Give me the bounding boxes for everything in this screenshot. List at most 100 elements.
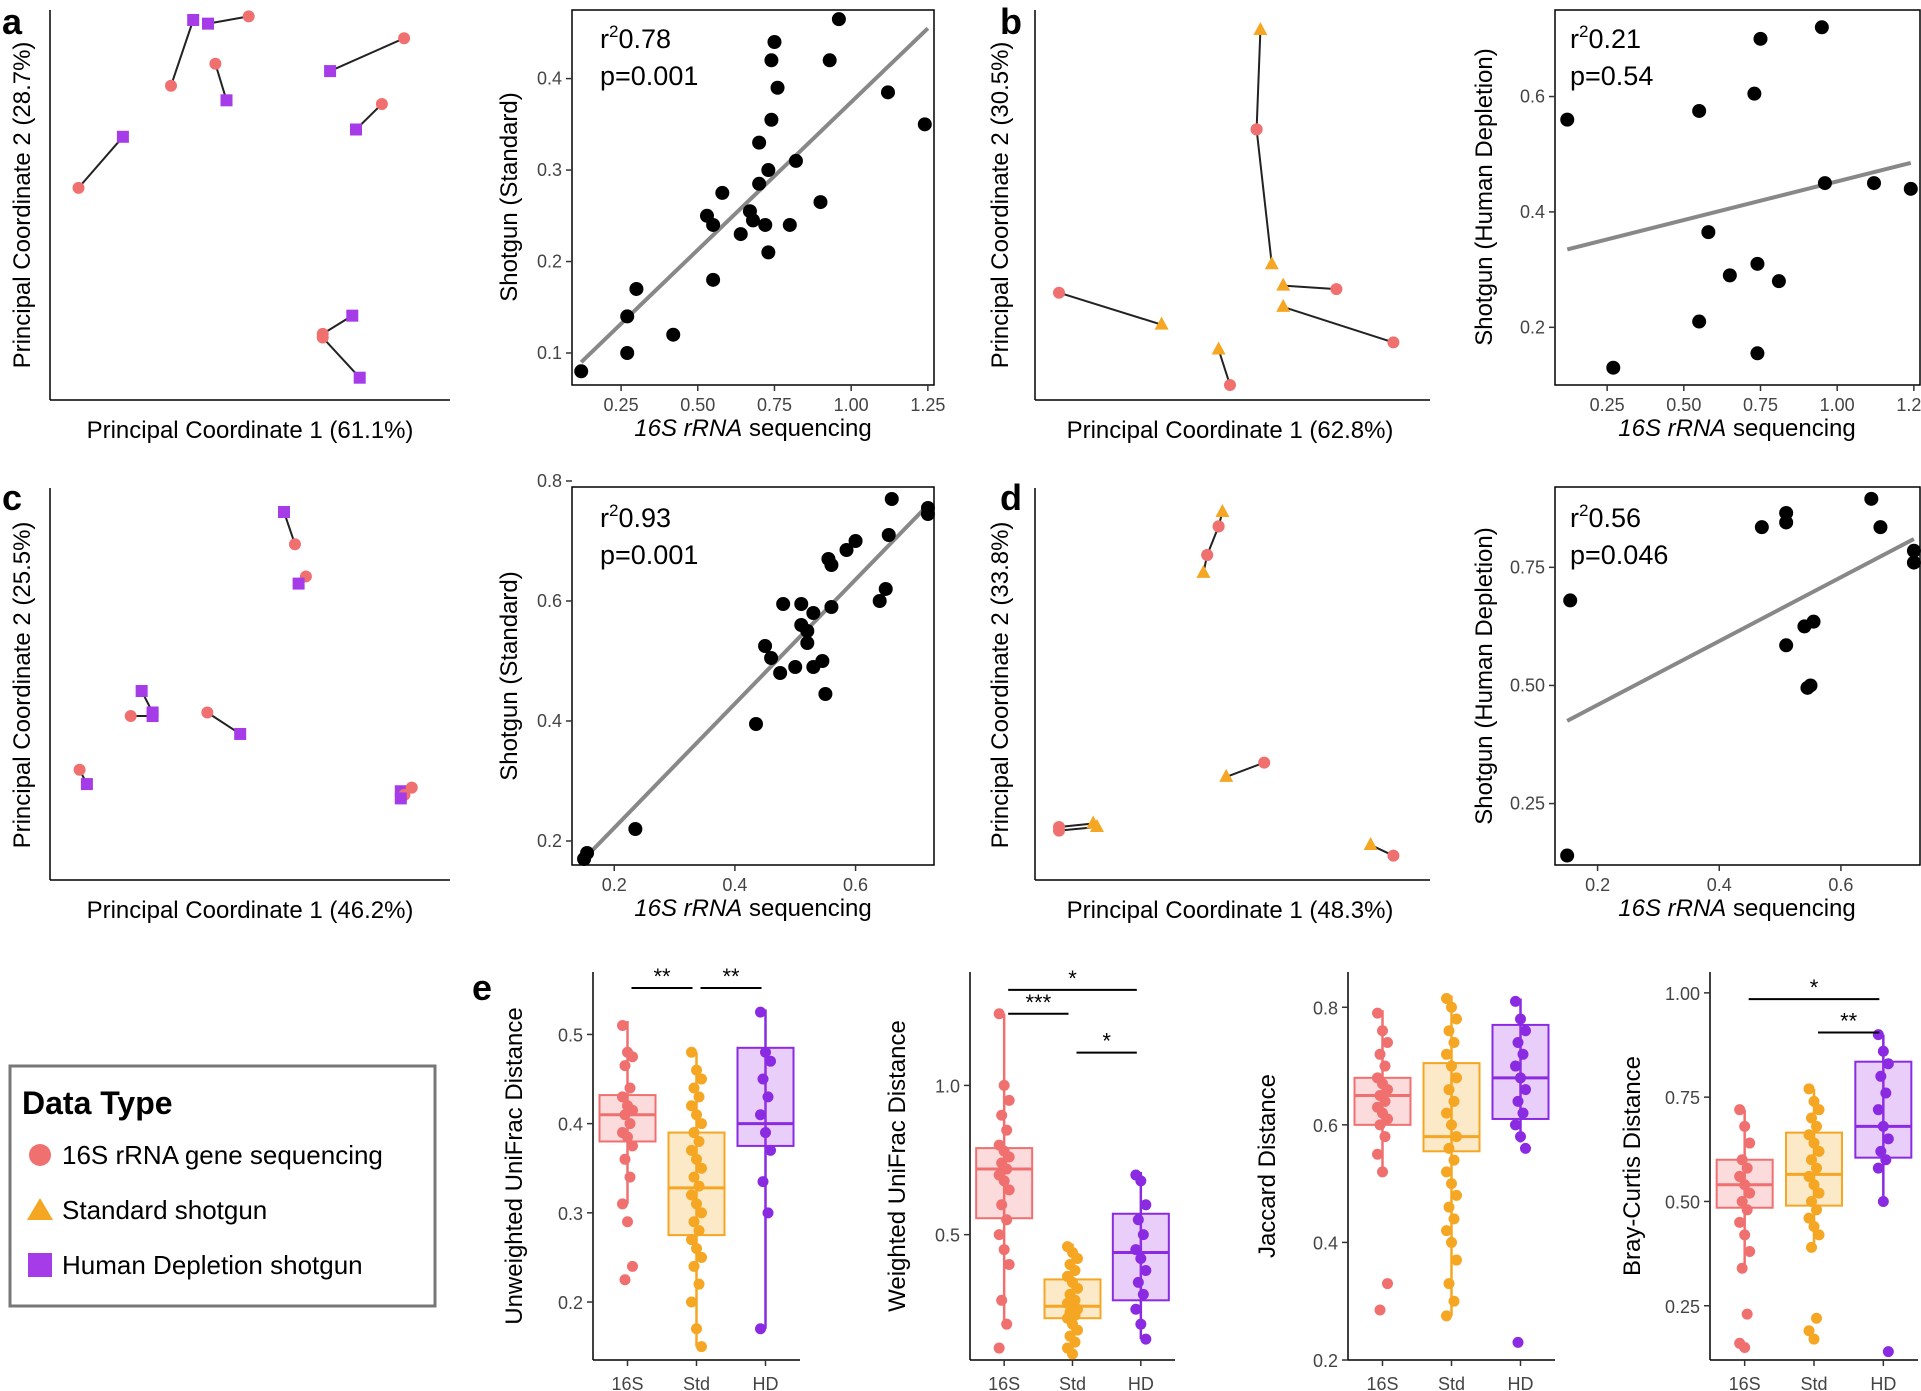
- e_unweighted-point-1-13: [688, 1171, 700, 1183]
- b_reg-point-14: [1903, 181, 1918, 196]
- reg-a-xlabel: 16S rRNA sequencing: [634, 415, 871, 442]
- a_pcoa-pair-7-to-square: [353, 371, 366, 384]
- e_unweighted-point-2-0: [755, 1006, 766, 1018]
- e_weighted-point-2-6: [1135, 1253, 1147, 1265]
- pcoa-c: Principal Coordinate 1 (46.2%) Principal…: [9, 488, 450, 924]
- a_pcoa-pair-3-from-circle: [209, 57, 222, 70]
- e_jaccard-point-2-11: [1515, 1131, 1526, 1143]
- reg-d-xlabel: 16S rRNA sequencing: [1618, 895, 1855, 922]
- e_jaccard-point-0-15: [1372, 1148, 1383, 1160]
- b_pcoa-pair-line-4: [1283, 284, 1337, 291]
- e_weighted-point-1-21: [1067, 1348, 1078, 1360]
- c_pcoa-pair-7-to-square: [394, 792, 407, 805]
- e_unweighted-point-0-3: [619, 1060, 631, 1072]
- e_unweighted-point-0-15: [617, 1198, 628, 1210]
- c_reg-point-25: [884, 492, 899, 506]
- e_unweighted-sig-label-1: **: [722, 964, 740, 989]
- c_reg-point-8: [788, 660, 803, 674]
- e_jaccard-point-1-0: [1441, 992, 1452, 1004]
- e_unweighted-point-0-12: [627, 1140, 638, 1152]
- d_reg-xtick-label-1: 0.4: [1707, 875, 1732, 895]
- e_bray-point-2-5: [1872, 1104, 1884, 1116]
- e_bray-point-0-7: [1744, 1187, 1756, 1199]
- e_weighted-point-2-9: [1137, 1288, 1149, 1300]
- a_pcoa-pair-4-from-square: [324, 65, 337, 78]
- a_reg-xtick-label-4: 1.25: [910, 395, 945, 415]
- e_bray-point-2-7: [1882, 1133, 1894, 1145]
- c_reg-point-12: [800, 624, 815, 638]
- e_unweighted-point-1-15: [686, 1189, 697, 1201]
- e_unweighted-point-2-1: [760, 1046, 771, 1058]
- b_pcoa-pair-line-1: [1255, 129, 1273, 265]
- e_unweighted-point-2-9: [762, 1207, 774, 1219]
- d_pcoa-pair-2-from-circle: [1201, 548, 1214, 561]
- d_reg-point-4: [1779, 515, 1794, 530]
- pcoa-a-ylabel: Principal Coordinate 2 (28.7%): [9, 42, 36, 369]
- reg-b-r2: r20.21: [1570, 22, 1641, 54]
- e_jaccard-point-2-2: [1520, 1025, 1531, 1037]
- legend-circle-icon: [29, 1144, 51, 1166]
- a_pcoa-pair-6-to-square: [346, 309, 359, 322]
- e_unweighted-point-0-11: [622, 1131, 633, 1143]
- e_jaccard-point-2-3: [1512, 1037, 1524, 1049]
- pcoa-b-ylabel: Principal Coordinate 2 (30.5%): [987, 42, 1014, 369]
- c_reg-point-24: [881, 528, 896, 542]
- d_pcoa-pair-6-from-triangle: [1363, 836, 1378, 850]
- e_unweighted-point-0-0: [617, 1020, 628, 1032]
- e_jaccard-ytick-label-2: 0.6: [1313, 1116, 1338, 1136]
- b_pcoa-pair-4-to-circle: [1330, 283, 1343, 296]
- e_jaccard-point-1-14: [1448, 1154, 1460, 1166]
- c_pcoa-pair-2-from-circle: [124, 710, 137, 723]
- e_bray-point-2-3: [1875, 1070, 1887, 1082]
- legend-item-standard: Standard shotgun: [62, 1195, 267, 1225]
- e_weighted-point-0-17: [1003, 1258, 1015, 1270]
- e_unweighted-point-1-11: [691, 1153, 702, 1165]
- a_reg-point-25: [831, 12, 846, 27]
- legend-triangle-icon: [27, 1198, 53, 1220]
- c_reg-point-7: [776, 597, 791, 611]
- c_reg-xtick-label-2: 0.6: [843, 875, 868, 895]
- e_bray-sig-label-1: **: [1840, 1008, 1858, 1033]
- b_pcoa-pair-2-from-circle: [1053, 286, 1065, 299]
- d_reg-point-12: [1906, 555, 1921, 570]
- panel-label-d: d: [1000, 477, 1022, 518]
- b_pcoa-pair-3-to-circle: [1224, 379, 1236, 391]
- b_pcoa-pair-3-from-triangle: [1211, 341, 1226, 355]
- a_reg-point-0: [574, 364, 589, 379]
- e_bray-point-1-20: [1803, 1325, 1815, 1337]
- e_weighted-point-0-16: [998, 1244, 1010, 1256]
- e_weighted-point-2-4: [1137, 1229, 1149, 1241]
- a_pcoa-pair-2-from-square: [202, 17, 214, 30]
- reg-a-r2: r20.78: [600, 22, 671, 54]
- b_pcoa-pair-0-from-triangle: [1253, 22, 1268, 35]
- e_bray-point-2-4: [1880, 1087, 1892, 1099]
- reg-c-p: p=0.001: [600, 540, 698, 570]
- d_pcoa-pair-line-3: [1225, 761, 1265, 778]
- e_weighted-point-0-18: [996, 1294, 1008, 1306]
- e_unweighted-point-1-8: [688, 1127, 700, 1139]
- a_reg-xtick-label-3: 1.00: [834, 395, 869, 415]
- e_weighted-point-0-7: [1003, 1151, 1015, 1163]
- c_reg-point-27: [920, 501, 935, 515]
- a_pcoa-pair-2-to-circle: [242, 10, 255, 23]
- b_reg-point-7: [1753, 31, 1768, 46]
- b_pcoa-pair-5-from-triangle: [1276, 298, 1291, 312]
- box-weighted-ylabel: Weighted UniFrac Distance: [884, 1020, 911, 1312]
- reg-b-p: p=0.54: [1570, 61, 1653, 91]
- c_reg-point-6: [773, 666, 788, 680]
- a_reg-point-6: [706, 272, 721, 287]
- e_bray-point-2-0: [1872, 1029, 1884, 1041]
- e_jaccard-point-1-25: [1441, 1310, 1452, 1322]
- a_pcoa-pair-line-1: [170, 19, 195, 87]
- e_weighted-point-2-8: [1132, 1276, 1144, 1288]
- a_pcoa-pair-line-0: [77, 136, 124, 189]
- a_reg-fit-line: [579, 26, 930, 364]
- e_weighted-point-1-17: [1072, 1324, 1083, 1336]
- b_reg-point-11: [1814, 20, 1829, 35]
- c_pcoa-pair-0-from-square: [278, 506, 290, 518]
- e_bray-point-0-4: [1741, 1162, 1753, 1174]
- c_pcoa-pair-5-from-circle: [73, 763, 86, 776]
- e_bray-point-2-10: [1872, 1162, 1884, 1174]
- reg-a-ylabel: Shotgun (Standard): [496, 92, 523, 301]
- e_weighted-point-1-7: [1072, 1282, 1083, 1294]
